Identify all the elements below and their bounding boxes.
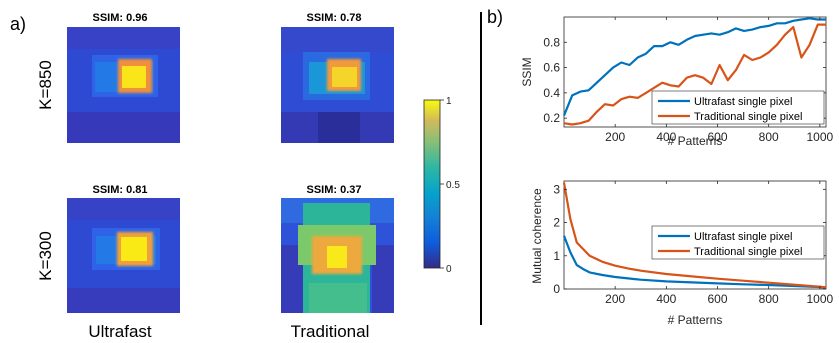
ssim-series-line-traditional xyxy=(563,23,826,126)
ssim-title-k850-ultrafast: SSIM: 0.96 xyxy=(92,12,147,24)
coherence-chart-ylabel: Mutual coherence xyxy=(530,188,544,284)
legend-label-ultrafast-2: Ultrafast single pixel xyxy=(694,231,792,243)
ssim-title-k300-traditional: SSIM: 0.37 xyxy=(306,184,361,196)
coherence-series-line-ultrafast xyxy=(562,235,827,289)
legend-label-traditional-2: Traditional single pixel xyxy=(694,246,802,258)
ssim-title-k850-traditional: SSIM: 0.78 xyxy=(306,12,361,24)
ssim-chart-xtick-label: 600 xyxy=(708,130,728,144)
ssim-chart-legend: Ultrafast single pixel Traditional singl… xyxy=(651,90,825,125)
row-label-k850: K=850 xyxy=(36,60,55,110)
coherence-chart-xtick-label: 400 xyxy=(656,292,676,306)
ssim-chart-xtick-label: 800 xyxy=(759,130,779,144)
coherence-chart-ytick-label: 1 xyxy=(553,249,560,263)
reconstruction-image-k300-traditional xyxy=(281,198,394,313)
coherence-chart-legend: Ultrafast single pixel Traditional singl… xyxy=(651,225,825,260)
coherence-chart-xtick-label: 1000 xyxy=(807,292,834,306)
ssim-title-k300-ultrafast: SSIM: 0.81 xyxy=(92,184,147,196)
coherence-chart-xtick-label: 200 xyxy=(605,292,625,306)
ssim-series-line-ultrafast xyxy=(562,17,826,117)
mutual-coherence-chart: 200 400 600 800 1000 0 1 2 3 # Patterns Mutual c… xyxy=(530,180,834,327)
ssim-chart-ylabel: SSIM xyxy=(520,57,534,86)
ssim-chart-ytick-label: 0.2 xyxy=(543,111,560,125)
coherence-chart-ytick-label: 2 xyxy=(553,216,560,230)
legend-label-traditional: Traditional single pixel xyxy=(694,111,802,123)
coherence-chart-ytick-label: 3 xyxy=(553,182,560,196)
colorbar-tick-0: 0 xyxy=(446,264,452,275)
ssim-chart-ytick-label: 0.8 xyxy=(543,35,560,49)
column-label-ultrafast: Ultrafast xyxy=(88,322,152,341)
row-label-k300: K=300 xyxy=(36,231,55,281)
reconstruction-image-k850-ultrafast xyxy=(67,27,180,143)
panel-label-b: b) xyxy=(487,7,503,27)
reconstruction-image-k300-ultrafast xyxy=(67,198,180,313)
panel-label-a: a) xyxy=(10,14,26,34)
coherence-chart-xlabel: # Patterns xyxy=(668,313,723,327)
column-label-traditional: Traditional xyxy=(291,322,370,341)
ssim-chart-ytick-label: 0.4 xyxy=(543,86,560,100)
ssim-chart-xlabel: # Patterns xyxy=(668,134,723,148)
coherence-chart-xtick-label: 800 xyxy=(759,292,779,306)
ssim-chart-xtick-label: 200 xyxy=(605,130,625,144)
coherence-chart-ytick-label: 0 xyxy=(553,282,560,296)
ssim-chart-xtick-label: 400 xyxy=(656,130,676,144)
colorbar-tick-0-5: 0.5 xyxy=(446,180,460,191)
reconstruction-image-k850-traditional xyxy=(281,27,394,143)
colorbar-tick-1: 1 xyxy=(446,96,452,107)
legend-label-ultrafast: Ultrafast single pixel xyxy=(694,96,792,108)
ssim-chart-xtick-label: 1000 xyxy=(807,130,834,144)
colorbar: 1 0.5 0 xyxy=(423,96,460,275)
coherence-series-line-traditional xyxy=(562,182,827,289)
coherence-chart-xtick-label: 600 xyxy=(708,292,728,306)
ssim-chart-ytick-label: 0.6 xyxy=(543,61,560,75)
